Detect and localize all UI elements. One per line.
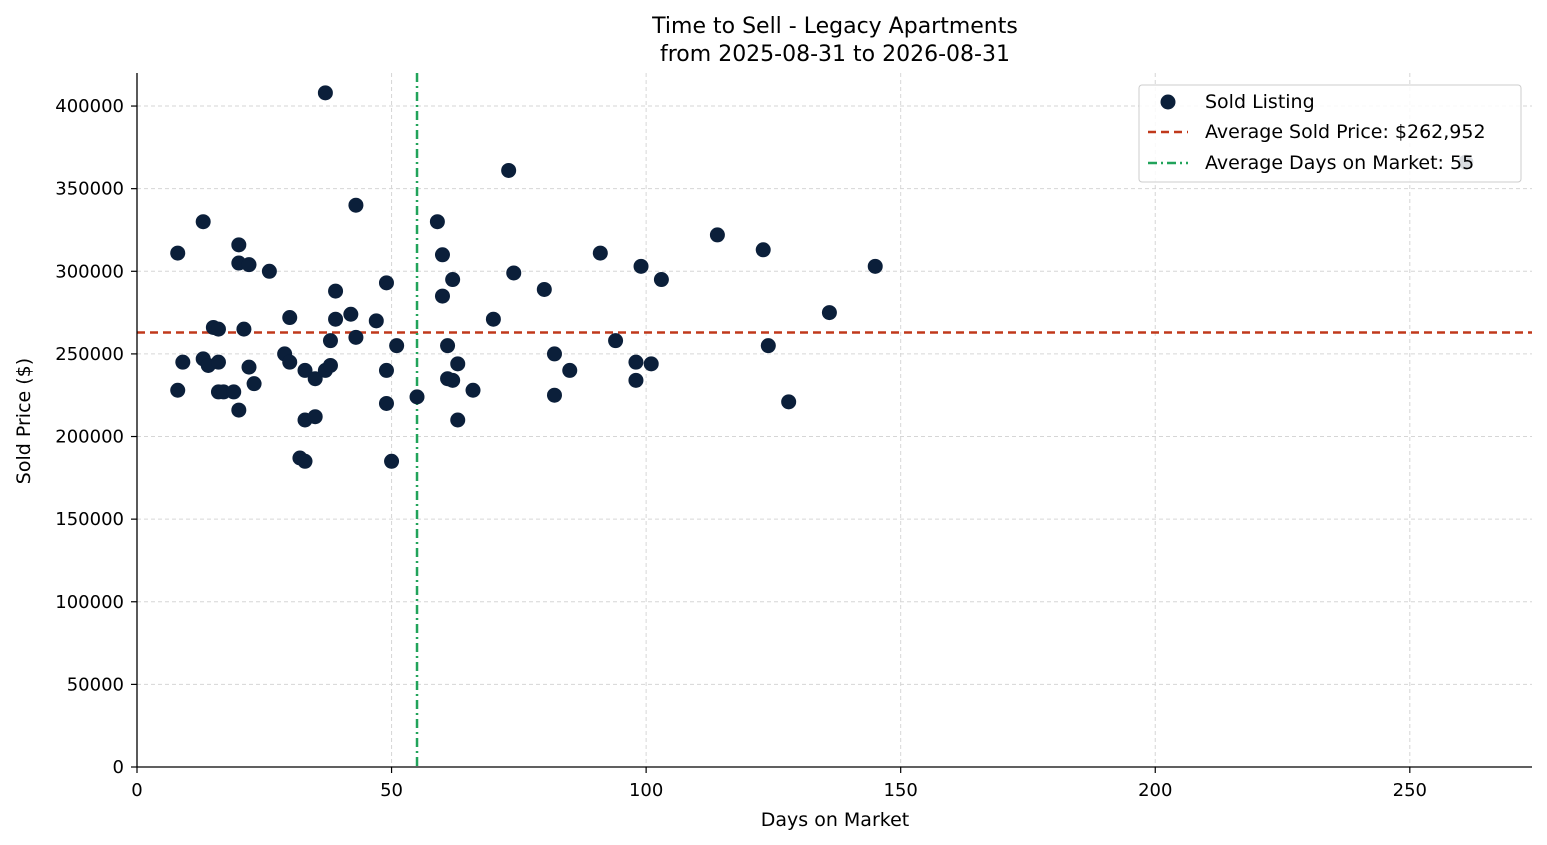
scatter-point (348, 197, 364, 213)
scatter-point (170, 245, 186, 261)
scatter-point (282, 354, 298, 370)
scatter-point (450, 356, 466, 372)
scatter-point (440, 338, 456, 354)
scatter-point (226, 384, 242, 400)
y-axis-label: Sold Price ($) (13, 358, 35, 484)
scatter-point (261, 263, 277, 279)
scatter-point (328, 311, 344, 327)
scatter-point (282, 310, 298, 326)
scatter-point (633, 258, 649, 274)
scatter-point (592, 245, 608, 261)
y-tick-label: 0 (113, 757, 124, 778)
scatter-point (755, 242, 771, 258)
scatter-point (506, 265, 522, 281)
scatter-point (709, 227, 725, 243)
scatter-point (241, 359, 257, 375)
reference-lines (137, 73, 1532, 767)
legend-box (1138, 84, 1522, 183)
scatter-point (195, 214, 211, 230)
scatter-point (348, 329, 364, 345)
legend-point-marker (1160, 94, 1176, 110)
scatter-point (485, 311, 501, 327)
scatter-point (867, 258, 883, 274)
scatter-point (628, 372, 644, 388)
scatter-point (445, 272, 461, 288)
x-tick-label: 250 (1393, 780, 1427, 801)
x-tick-label: 0 (131, 780, 142, 801)
scatter-point (328, 283, 344, 299)
scatter-point (246, 376, 262, 392)
scatter-point (821, 305, 837, 321)
scatter-point (608, 333, 624, 349)
scatter-point (231, 402, 247, 418)
scatter-point (434, 288, 450, 304)
scatter-point (546, 387, 562, 403)
scatter-point (389, 338, 405, 354)
legend-avg-price-label: Average Sold Price: $262,952 (1205, 121, 1486, 143)
scatter-point (653, 272, 669, 288)
legend-points-label: Sold Listing (1205, 91, 1315, 113)
scatter-point (241, 257, 257, 273)
scatter-point (307, 371, 323, 387)
scatter-point (536, 281, 552, 297)
scatter-point (434, 247, 450, 263)
x-tick-label: 150 (884, 780, 918, 801)
scatter-point (210, 354, 226, 370)
scatter-point (450, 412, 466, 428)
scatter-point (210, 321, 226, 337)
data-points (170, 85, 1474, 469)
scatter-point (231, 237, 247, 253)
scatter-point (170, 382, 186, 398)
scatter-point (760, 338, 776, 354)
y-tick-label: 200000 (55, 427, 124, 448)
x-axis-label: Days on Market (761, 809, 909, 831)
scatter-point (378, 362, 394, 378)
scatter-point (781, 394, 797, 410)
chart-title: Time to Sell - Legacy Apartments (651, 14, 1018, 39)
scatter-point (465, 382, 481, 398)
scatter-point (409, 389, 425, 405)
scatter-point (546, 346, 562, 362)
scatter-point (368, 313, 384, 329)
scatter-point (562, 362, 578, 378)
x-tick-label: 200 (1138, 780, 1172, 801)
scatter-point (384, 453, 400, 469)
scatter-point (322, 357, 338, 373)
scatter-point (628, 354, 644, 370)
y-tick-label: 400000 (55, 96, 124, 117)
scatter-point (378, 275, 394, 291)
scatter-point (236, 321, 252, 337)
x-tick-label: 50 (380, 780, 403, 801)
y-tick-label: 50000 (67, 674, 124, 695)
y-tick-label: 100000 (55, 592, 124, 613)
scatter-point (343, 306, 359, 322)
scatter-point (429, 214, 445, 230)
scatter-point (501, 162, 517, 178)
y-tick-label: 300000 (55, 261, 124, 282)
y-tick-label: 250000 (55, 344, 124, 365)
legend: Sold Listing Average Sold Price: $262,95… (1138, 84, 1522, 183)
scatter-point (297, 453, 313, 469)
scatter-point (307, 409, 323, 425)
scatter-point (378, 395, 394, 411)
scatter-point (445, 372, 461, 388)
scatter-point (322, 333, 338, 349)
scatter-point (175, 354, 191, 370)
y-tick-label: 350000 (55, 179, 124, 200)
chart-subtitle: from 2025-08-31 to 2026-08-31 (660, 42, 1010, 67)
scatter-point (297, 362, 313, 378)
axes: 0 50 100 150 200 250 0 50000 100000 150000 200000 2… (55, 73, 1532, 801)
scatter-point (643, 356, 659, 372)
x-tick-label: 100 (629, 780, 663, 801)
legend-avg-days-label: Average Days on Market: 55 (1205, 152, 1474, 174)
y-tick-label: 150000 (55, 509, 124, 530)
scatter-point (317, 85, 333, 101)
